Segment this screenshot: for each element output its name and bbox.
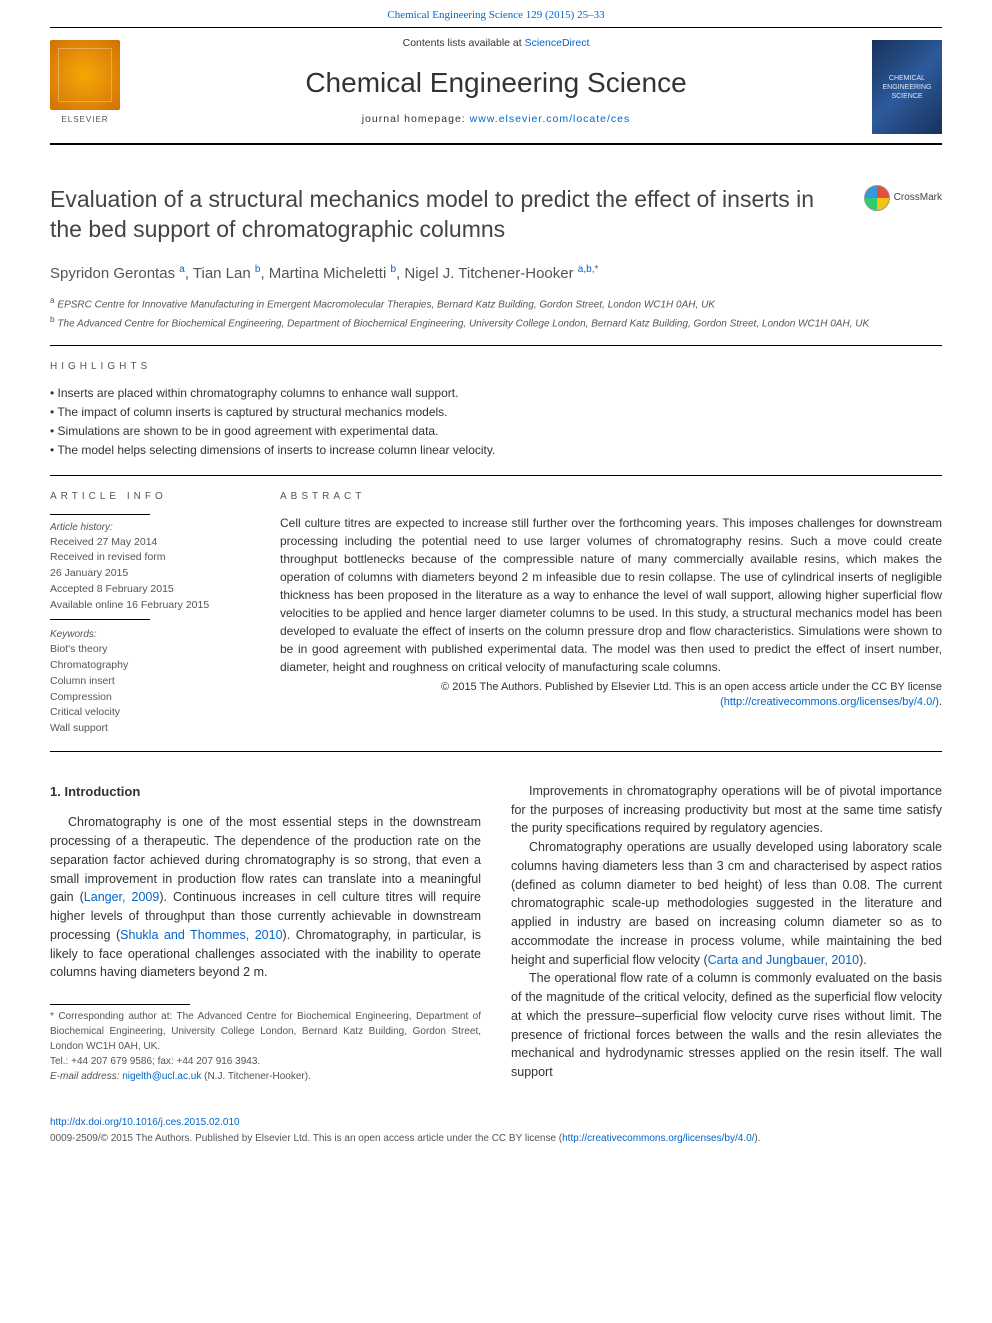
highlight-item: Simulations are shown to be in good agre… (50, 422, 942, 441)
section-heading: 1. Introduction (50, 782, 481, 802)
crossmark-badge[interactable]: CrossMark (864, 185, 942, 211)
page-footer: http://dx.doi.org/10.1016/j.ces.2015.02.… (50, 1116, 942, 1156)
keyword-item: Wall support (50, 721, 250, 737)
license-line: © 2015 The Authors. Published by Elsevie… (280, 680, 942, 711)
highlight-item: The impact of column inserts is captured… (50, 403, 942, 422)
journal-header: ELSEVIER Contents lists available at Sci… (50, 27, 942, 145)
history-item: Received in revised form (50, 550, 250, 566)
copyright-line: 0009-2509/© 2015 The Authors. Published … (50, 1132, 942, 1156)
abstract-column: ABSTRACT Cell culture titres are expecte… (280, 490, 942, 737)
keywords-label: Keywords: (50, 628, 250, 642)
body-paragraph: Chromatography operations are usually de… (511, 838, 942, 969)
journal-homepage-link[interactable]: www.elsevier.com/locate/ces (470, 113, 631, 125)
body-paragraph: Improvements in chromatography operation… (511, 782, 942, 838)
divider (50, 514, 150, 515)
publisher-logo-block: ELSEVIER (50, 40, 120, 130)
journal-homepage-line: journal homepage: www.elsevier.com/locat… (50, 112, 942, 127)
body-column-right: Improvements in chromatography operation… (511, 782, 942, 1084)
keyword-item: Critical velocity (50, 705, 250, 721)
affiliations: a EPSRC Centre for Innovative Manufactur… (50, 294, 942, 331)
highlight-item: The model helps selecting dimensions of … (50, 441, 942, 460)
contents-available-line: Contents lists available at ScienceDirec… (50, 36, 942, 51)
divider (50, 475, 942, 476)
elsevier-tree-icon (50, 40, 120, 110)
journal-cover-thumbnail: CHEMICAL ENGINEERING SCIENCE (872, 40, 942, 134)
author-list: Spyridon Gerontas a, Tian Lan b, Martina… (50, 263, 942, 284)
tel-fax: Tel.: +44 207 679 9586; fax: +44 207 916… (50, 1054, 481, 1069)
history-item: Received 27 May 2014 (50, 535, 250, 551)
divider (50, 619, 150, 620)
crossmark-label: CrossMark (894, 191, 942, 205)
corresponding-author-footnote: * Corresponding author at: The Advanced … (50, 1004, 481, 1084)
affiliation-b: b The Advanced Centre for Biochemical En… (50, 313, 942, 331)
highlight-item: Inserts are placed within chromatography… (50, 384, 942, 403)
doi-link[interactable]: http://dx.doi.org/10.1016/j.ces.2015.02.… (50, 1117, 240, 1128)
article-info-label: ARTICLE INFO (50, 490, 250, 504)
divider (50, 751, 942, 752)
journal-title: Chemical Engineering Science (50, 63, 942, 102)
body-paragraph: Chromatography is one of the most essent… (50, 813, 481, 982)
highlights-list: Inserts are placed within chromatography… (50, 384, 942, 461)
divider (50, 1004, 190, 1005)
corresponding-email-link[interactable]: nigelth@ucl.ac.uk (122, 1071, 201, 1082)
highlights-section: HIGHLIGHTS Inserts are placed within chr… (50, 360, 942, 461)
history-item: 26 January 2015 (50, 566, 250, 582)
keyword-item: Compression (50, 690, 250, 706)
body-column-left: 1. Introduction Chromatography is one of… (50, 782, 481, 1084)
abstract-label: ABSTRACT (280, 490, 942, 504)
body-paragraph: The operational flow rate of a column is… (511, 969, 942, 1082)
journal-reference-link[interactable]: Chemical Engineering Science 129 (2015) … (387, 9, 604, 21)
footer-license-link[interactable]: http://creativecommons.org/licenses/by/4… (562, 1133, 754, 1144)
keyword-item: Chromatography (50, 658, 250, 674)
license-link[interactable]: (http://creativecommons.org/licenses/by/… (720, 696, 939, 708)
keyword-item: Biot's theory (50, 642, 250, 658)
keyword-item: Column insert (50, 674, 250, 690)
history-item: Available online 16 February 2015 (50, 598, 250, 614)
divider (50, 345, 942, 346)
crossmark-icon (864, 185, 890, 211)
journal-reference-bar: Chemical Engineering Science 129 (2015) … (0, 0, 992, 27)
sciencedirect-link[interactable]: ScienceDirect (525, 37, 590, 49)
article-title: Evaluation of a structural mechanics mod… (50, 185, 864, 245)
abstract-text: Cell culture titres are expected to incr… (280, 514, 942, 676)
article-info-column: ARTICLE INFO Article history: Received 2… (50, 490, 250, 737)
affiliation-a: a EPSRC Centre for Innovative Manufactur… (50, 294, 942, 312)
article-history-label: Article history: (50, 521, 250, 535)
corresponding-author-text: * Corresponding author at: The Advanced … (50, 1009, 481, 1054)
highlights-label: HIGHLIGHTS (50, 360, 942, 374)
publisher-name: ELSEVIER (50, 114, 120, 125)
history-item: Accepted 8 February 2015 (50, 582, 250, 598)
email-line: E-mail address: nigelth@ucl.ac.uk (N.J. … (50, 1069, 481, 1084)
